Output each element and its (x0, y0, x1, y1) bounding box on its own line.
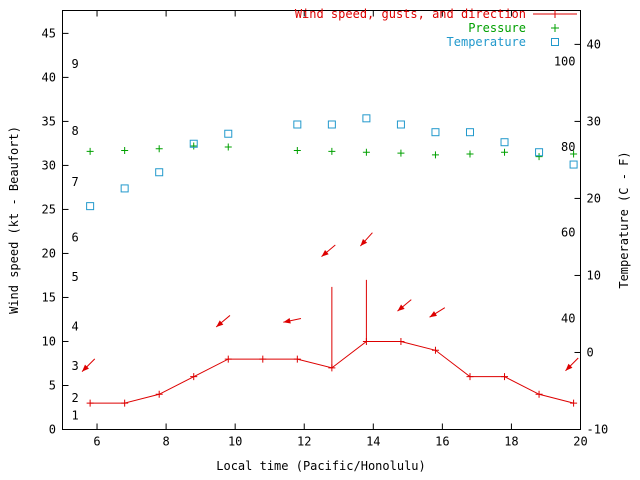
y-axis-label-left: Wind speed (kt - Beaufort) (7, 126, 21, 314)
legend-label-temperature: Temperature (446, 35, 526, 49)
svg-text:20: 20 (573, 435, 587, 449)
svg-text:16: 16 (435, 435, 449, 449)
y-axis-label-right: Temperature (C - F) (617, 151, 631, 289)
svg-text:3: 3 (72, 359, 79, 373)
temperature-series-marker-icon (532, 36, 578, 48)
y-left-axis: 0 5 10 15 20 25 30 35 40 45 (42, 26, 69, 437)
svg-text:30: 30 (42, 158, 56, 172)
svg-text:5: 5 (49, 378, 56, 392)
svg-text:10: 10 (42, 334, 56, 348)
svg-text:4: 4 (72, 320, 79, 334)
legend-item-wind: Wind speed, gusts, and direction (295, 8, 578, 20)
svg-text:40: 40 (42, 70, 56, 84)
svg-text:20: 20 (42, 246, 56, 260)
svg-text:45: 45 (42, 26, 56, 40)
beaufort-scale-labels: 1 2 3 4 5 6 7 8 9 (72, 57, 79, 422)
svg-text:35: 35 (42, 114, 56, 128)
svg-text:14: 14 (366, 435, 380, 449)
svg-text:18: 18 (504, 435, 518, 449)
svg-text:40: 40 (587, 37, 601, 51)
svg-text:10: 10 (228, 435, 242, 449)
plot-frame (62, 10, 581, 430)
legend-item-pressure: Pressure (468, 22, 578, 34)
fahrenheit-scale-labels: 40 60 80 100 (554, 54, 576, 325)
svg-text:6: 6 (93, 435, 100, 449)
pressure-series-marker-icon (532, 22, 578, 34)
legend-label-wind: Wind speed, gusts, and direction (294, 7, 526, 21)
svg-text:9: 9 (72, 57, 79, 71)
svg-text:60: 60 (561, 225, 575, 239)
svg-text:25: 25 (42, 202, 56, 216)
x-axis: 6 8 10 12 14 16 18 20 (93, 10, 588, 449)
svg-text:0: 0 (587, 345, 594, 359)
svg-text:12: 12 (297, 435, 311, 449)
svg-text:20: 20 (587, 191, 601, 205)
svg-text:40: 40 (561, 312, 575, 326)
legend: Wind speed, gusts, and direction Pressur… (295, 8, 578, 48)
svg-text:8: 8 (72, 124, 79, 138)
svg-text:1: 1 (72, 408, 79, 422)
legend-label-pressure: Pressure (468, 21, 526, 35)
svg-text:6: 6 (72, 231, 79, 245)
pressure-series (86, 142, 578, 161)
svg-text:30: 30 (587, 114, 601, 128)
wind-series-marker-icon (532, 8, 578, 20)
gust-spikes (331, 279, 367, 368)
svg-text:8: 8 (162, 435, 169, 449)
y-right-axis: -10 0 10 20 30 40 (574, 37, 609, 437)
wind-direction-arrows (81, 232, 579, 372)
svg-text:80: 80 (561, 140, 575, 154)
svg-text:7: 7 (72, 175, 79, 189)
svg-text:10: 10 (587, 268, 601, 282)
legend-item-temperature: Temperature (447, 36, 578, 48)
svg-text:2: 2 (72, 391, 79, 405)
temperature-series (86, 114, 578, 211)
svg-text:100: 100 (554, 54, 576, 68)
svg-text:0: 0 (49, 423, 56, 437)
svg-text:15: 15 (42, 290, 56, 304)
svg-text:5: 5 (72, 270, 79, 284)
svg-text:-10: -10 (587, 423, 609, 437)
x-axis-label: Local time (Pacific/Honolulu) (216, 459, 426, 473)
